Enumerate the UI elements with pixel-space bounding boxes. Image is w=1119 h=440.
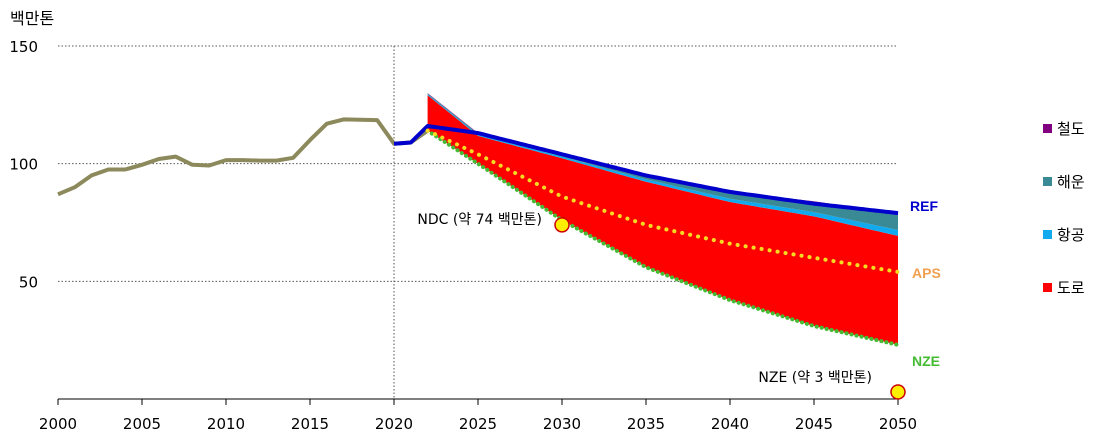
axes: 50 100 150 2000 2005 2010 2015 2020 2025 2030 2035…	[9, 38, 917, 433]
x-tick-label: 2035	[627, 415, 665, 433]
area-shipping	[427, 93, 898, 230]
nze-line	[425, 128, 900, 347]
scenario-label-ref: REF	[910, 198, 938, 214]
legend-label-rail: 철도	[1057, 119, 1085, 138]
nze-target-annotation: NZE (약 3 백만톤)	[758, 370, 872, 386]
x-tick-label: 2015	[291, 415, 329, 433]
x-tick-label: 2050	[879, 415, 917, 433]
x-tick-label: 2030	[543, 415, 581, 433]
legend-swatch-road	[1043, 282, 1052, 292]
y-tick-label: 150	[9, 38, 38, 56]
legend: 철도 해운 항공 도로	[1043, 118, 1119, 330]
legend-label-road: 도로	[1057, 278, 1085, 297]
x-tick-label: 2000	[39, 415, 77, 433]
legend-swatch-shipping	[1043, 176, 1052, 186]
x-tick-label: 2040	[711, 415, 749, 433]
y-tick-label: 50	[19, 273, 38, 291]
x-tick-label: 2020	[375, 415, 413, 433]
legend-item-road: 도로	[1043, 277, 1119, 297]
legend-swatch-rail	[1043, 123, 1052, 133]
x-tick-label: 2025	[459, 415, 497, 433]
legend-swatch-aviation	[1043, 229, 1052, 239]
ref-line	[393, 124, 899, 216]
ndc-annotation: NDC (약 74 백만톤)	[417, 212, 542, 228]
area-road	[427, 95, 898, 345]
legend-label-aviation: 항공	[1057, 225, 1085, 244]
scenario-lines	[57, 117, 900, 347]
legend-label-shipping: 해운	[1057, 172, 1085, 191]
stacked-areas	[427, 93, 898, 345]
y-tick-label: 100	[9, 156, 38, 174]
scenario-label-aps: APS	[912, 265, 941, 281]
scenario-label-nze: NZE	[912, 353, 940, 369]
y-axis-label: 백만톤	[10, 9, 54, 28]
legend-item-shipping: 해운	[1043, 171, 1119, 191]
x-tick-label: 2010	[207, 415, 245, 433]
area-aviation	[427, 94, 898, 236]
x-tick-label: 2005	[123, 415, 161, 433]
legend-item-rail: 철도	[1043, 118, 1119, 138]
nze-target-marker	[890, 384, 906, 400]
x-tick-label: 2045	[795, 415, 833, 433]
history-line	[57, 117, 429, 197]
ndc-marker	[554, 217, 570, 233]
target-markers	[554, 217, 906, 400]
legend-item-aviation: 항공	[1043, 224, 1119, 244]
